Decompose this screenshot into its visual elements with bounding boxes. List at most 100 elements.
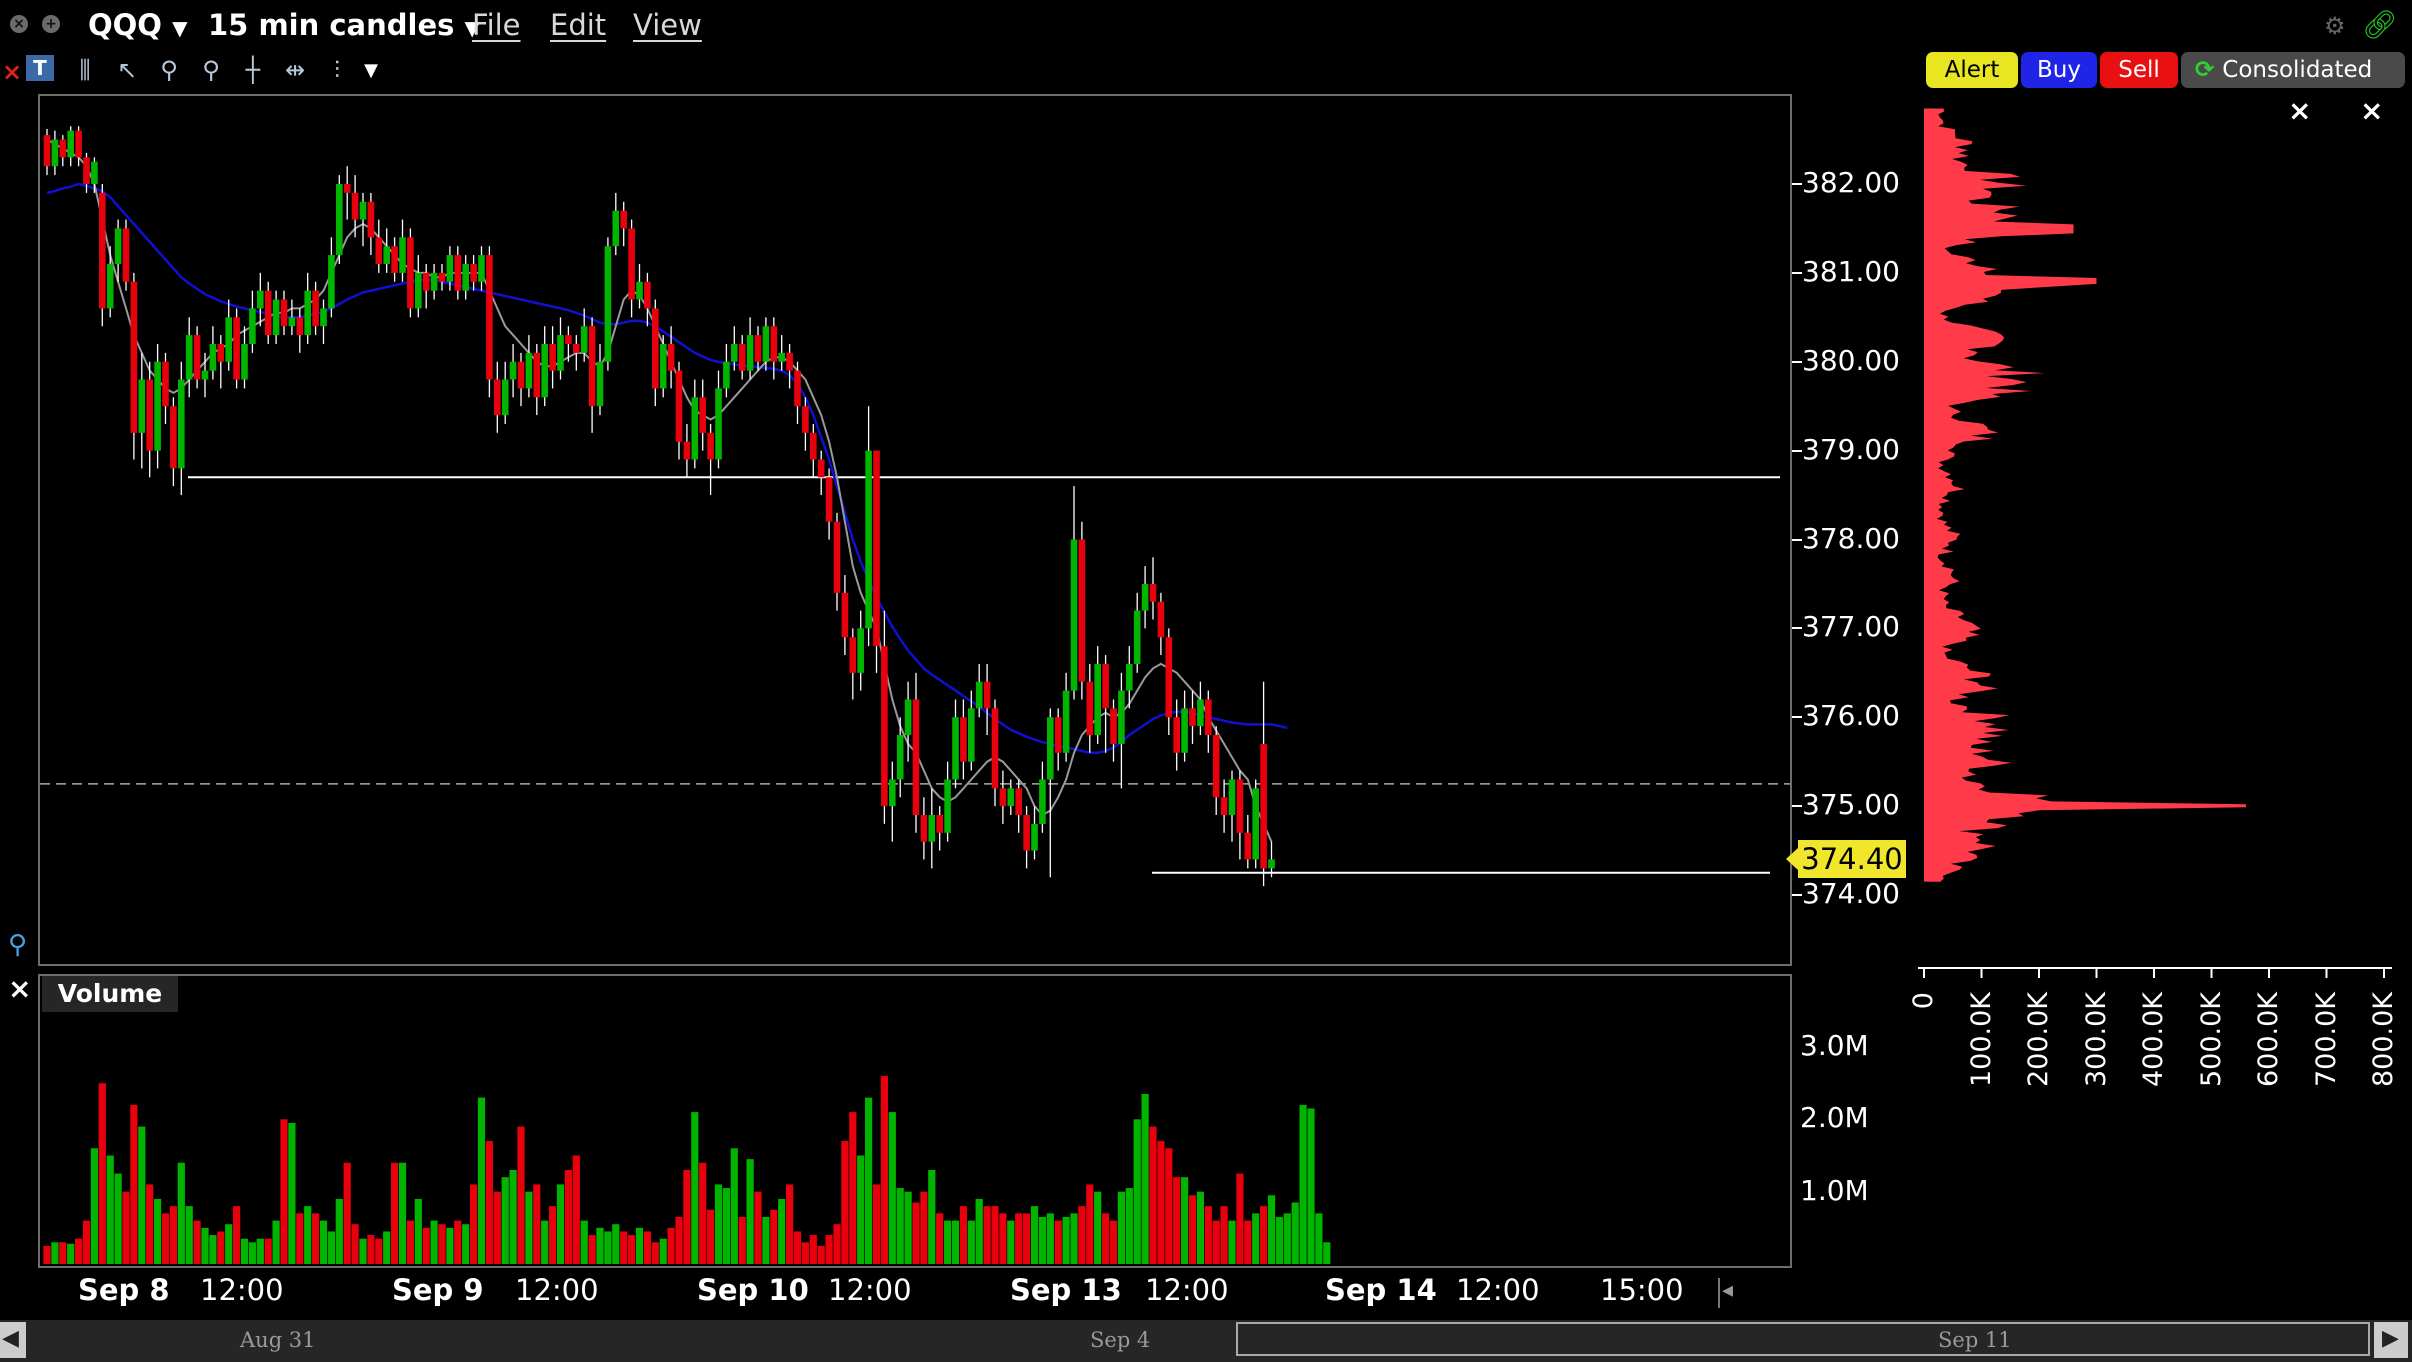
candle-body: [928, 815, 936, 842]
candle-body: [1228, 779, 1236, 816]
refresh-icon: ⟳: [2195, 57, 2215, 83]
candle-body: [1220, 797, 1228, 816]
ma-long-line: [46, 182, 1288, 755]
menu-file[interactable]: File: [472, 8, 521, 42]
scroll-right-icon[interactable]: ◂: [1722, 1278, 1734, 1303]
volume-bar: [604, 1231, 612, 1264]
consolidated-button[interactable]: ⟳ Consolidated: [2181, 52, 2405, 88]
interval-selector[interactable]: 15 min candles ▼: [208, 8, 480, 42]
alert-button[interactable]: Alert: [1926, 52, 2018, 88]
candle-body: [825, 477, 833, 522]
scroll-right-button[interactable]: ▶: [2374, 1322, 2408, 1358]
candle-body: [1102, 663, 1109, 709]
menu-edit[interactable]: Edit: [550, 8, 607, 42]
candle-body: [541, 343, 548, 398]
volume-bar: [786, 1184, 794, 1264]
volume-bar: [722, 1188, 730, 1264]
time-axis-label: Sep 13: [1010, 1273, 1122, 1307]
candle-body: [257, 290, 264, 309]
candle-body: [778, 352, 785, 362]
scroller-thumb[interactable]: [1236, 1322, 2370, 1356]
chevron-down-icon: ▼: [464, 16, 480, 40]
candle-body: [1197, 699, 1204, 727]
candle-body: [407, 237, 414, 309]
crosshair-icon[interactable]: ┼: [245, 56, 261, 84]
close-icon[interactable]: ×: [2, 58, 23, 86]
pin-icon[interactable]: ⚲: [8, 930, 28, 960]
price-tick-label: 380.00: [1802, 343, 1900, 377]
volume-bar: [1054, 1220, 1062, 1264]
candle-body: [1149, 583, 1157, 602]
profile-tick-label: 400.0K: [2138, 992, 2169, 1088]
close-profile-icon[interactable]: ×: [2288, 94, 2312, 127]
candle-body: [99, 192, 106, 309]
candle-body: [1062, 690, 1070, 753]
candle-body: [296, 317, 304, 336]
candle-body: [968, 708, 975, 762]
scroll-left-button[interactable]: ◀: [0, 1322, 26, 1358]
volume-chart-panel[interactable]: [38, 974, 1792, 1268]
close-volume-icon[interactable]: ×: [8, 972, 32, 1005]
candle-body: [738, 343, 746, 371]
link-icon[interactable]: 🔗︎: [2362, 8, 2398, 41]
volume-bar: [367, 1235, 375, 1264]
volume-bar: [612, 1224, 620, 1264]
candle-body: [1260, 743, 1267, 869]
volume-bar: [359, 1238, 367, 1264]
volume-bar: [1188, 1195, 1197, 1264]
candle-body: [272, 299, 280, 336]
volume-bar: [169, 1206, 177, 1264]
window-add-icon[interactable]: +: [42, 15, 60, 33]
window-close-icon[interactable]: ×: [10, 15, 28, 33]
volume-bar: [912, 1202, 920, 1264]
candle-body: [573, 343, 580, 353]
candle-body: [644, 281, 651, 309]
volume-bar: [572, 1155, 580, 1264]
candle-body: [343, 184, 351, 193]
volume-bar: [533, 1184, 541, 1264]
candle-body: [470, 263, 477, 282]
symbol-selector[interactable]: QQQ ▼: [88, 8, 187, 42]
candle-body: [565, 335, 572, 344]
candle-body: [162, 361, 169, 407]
volume-bar: [944, 1220, 952, 1264]
time-axis-label: Sep 9: [392, 1273, 484, 1307]
volume-bar: [383, 1231, 391, 1264]
split-icon[interactable]: ⫶: [334, 56, 340, 84]
candle-body: [478, 255, 485, 282]
sell-button[interactable]: Sell: [2100, 52, 2178, 88]
candle-body: [170, 406, 177, 469]
volume-bar: [683, 1169, 691, 1264]
candle-body: [549, 343, 556, 371]
fit-icon[interactable]: ⇹: [284, 56, 306, 84]
candle-body: [454, 255, 462, 291]
candle-body: [138, 379, 146, 433]
volume-bar: [351, 1224, 359, 1264]
candle-body: [636, 281, 643, 300]
time-axis-label: Sep 8: [78, 1273, 170, 1307]
volume-bar: [201, 1227, 209, 1264]
chevron-down-icon: ▼: [172, 16, 188, 40]
candle-body: [201, 370, 209, 380]
candle-body: [1173, 717, 1180, 753]
close-panel-icon[interactable]: ×: [2360, 94, 2384, 127]
volume-bar: [1038, 1216, 1046, 1264]
price-chart-panel[interactable]: [38, 94, 1792, 966]
cursor-icon[interactable]: ↖: [116, 56, 138, 84]
volume-bar: [438, 1224, 446, 1264]
volume-bar: [217, 1231, 225, 1264]
candle-body: [1268, 859, 1275, 869]
price-tick-label: 375.00: [1802, 788, 1900, 822]
volume-bar: [462, 1224, 470, 1264]
scroller-label-sep4: Sep 4: [1090, 1328, 1151, 1352]
menu-view[interactable]: View: [633, 8, 702, 42]
buy-button[interactable]: Buy: [2021, 52, 2097, 88]
bar-tool-icon[interactable]: ⫼: [79, 56, 91, 84]
dropdown-icon[interactable]: ▼: [364, 60, 378, 81]
volume-bar: [146, 1184, 154, 1264]
gear-icon[interactable]: ⚙: [2324, 12, 2346, 40]
text-tool-icon[interactable]: T: [26, 55, 54, 81]
zoom-out-icon[interactable]: ⚲: [202, 56, 220, 84]
volume-bar: [754, 1191, 762, 1264]
zoom-in-icon[interactable]: ⚲: [160, 56, 178, 84]
